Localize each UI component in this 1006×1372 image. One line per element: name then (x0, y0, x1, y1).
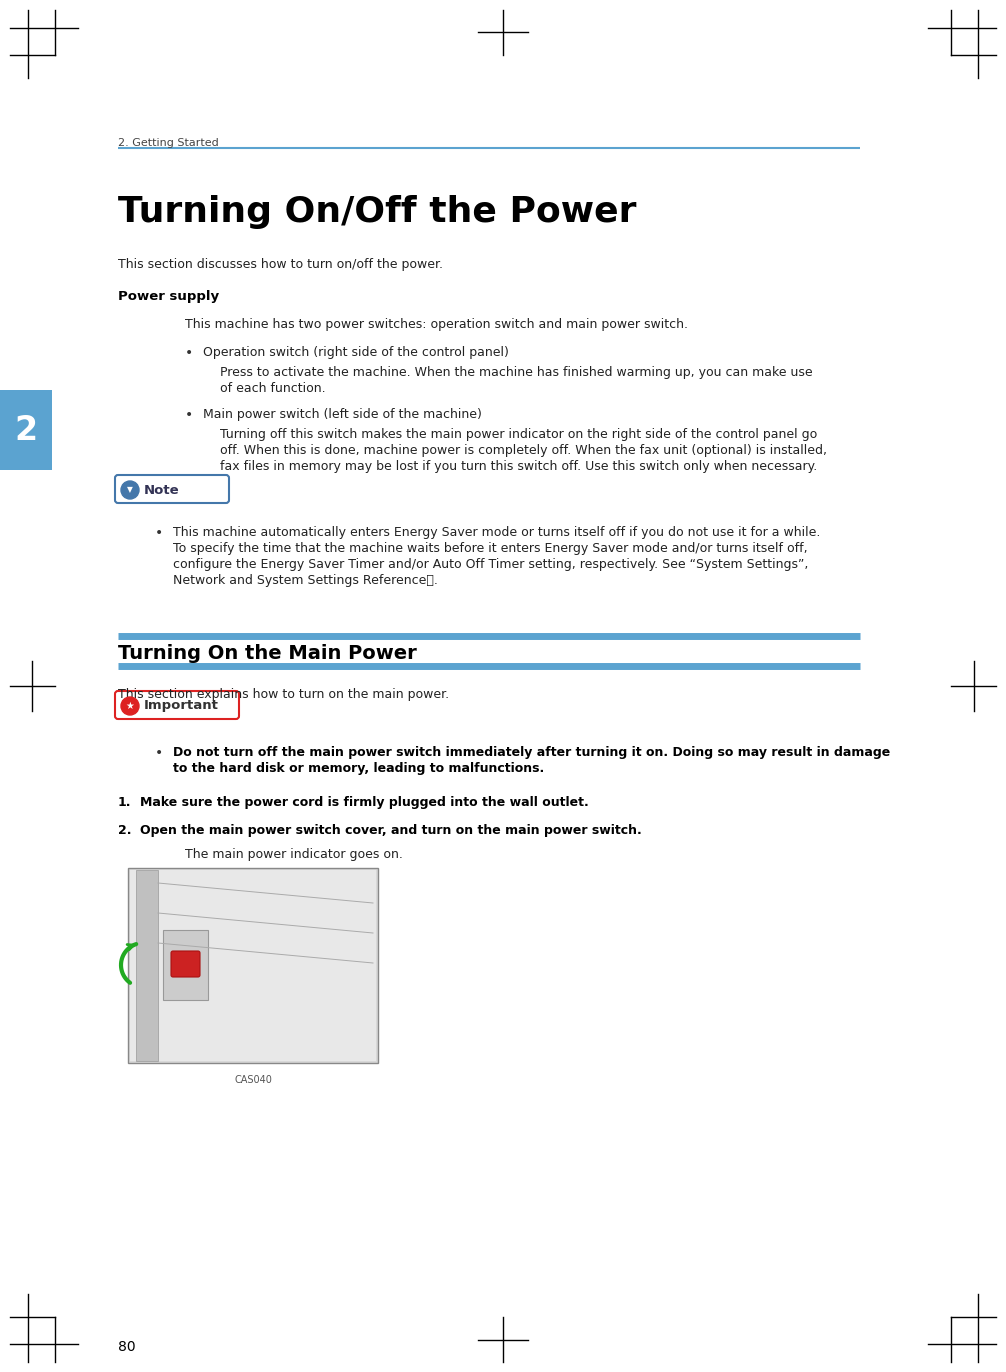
FancyBboxPatch shape (130, 870, 376, 1061)
Text: Open the main power switch cover, and turn on the main power switch.: Open the main power switch cover, and tu… (140, 825, 642, 837)
Text: 2. Getting Started: 2. Getting Started (118, 139, 218, 148)
Text: To specify the time that the machine waits before it enters Energy Saver mode an: To specify the time that the machine wai… (173, 542, 808, 556)
Text: Turning off this switch makes the main power indicator on the right side of the : Turning off this switch makes the main p… (220, 428, 817, 440)
FancyBboxPatch shape (115, 475, 229, 504)
Text: Main power switch (left side of the machine): Main power switch (left side of the mach… (203, 407, 482, 421)
Text: This section discusses how to turn on/off the power.: This section discusses how to turn on/of… (118, 258, 443, 272)
Text: ★: ★ (126, 701, 135, 711)
Text: This machine has two power switches: operation switch and main power switch.: This machine has two power switches: ope… (185, 318, 688, 331)
Text: Do not turn off the main power switch immediately after turning it on. Doing so : Do not turn off the main power switch im… (173, 746, 890, 759)
Text: Turning On the Main Power: Turning On the Main Power (118, 643, 416, 663)
Text: 2.: 2. (118, 825, 132, 837)
FancyBboxPatch shape (171, 951, 200, 977)
Text: •: • (185, 407, 193, 423)
Text: fax files in memory may be lost if you turn this switch off. Use this switch onl: fax files in memory may be lost if you t… (220, 460, 817, 473)
FancyBboxPatch shape (0, 390, 52, 471)
Circle shape (121, 482, 139, 499)
Text: •: • (185, 346, 193, 359)
Text: Important: Important (144, 700, 219, 712)
Text: •: • (155, 746, 163, 760)
Text: CAS040: CAS040 (234, 1076, 272, 1085)
Text: of each function.: of each function. (220, 381, 326, 395)
Text: •: • (155, 525, 163, 541)
Text: 1.: 1. (118, 796, 132, 809)
Text: The main power indicator goes on.: The main power indicator goes on. (185, 848, 402, 862)
Text: Network and System Settings Referenceⓘ.: Network and System Settings Referenceⓘ. (173, 573, 438, 587)
Text: Operation switch (right side of the control panel): Operation switch (right side of the cont… (203, 346, 509, 359)
Text: Press to activate the machine. When the machine has finished warming up, you can: Press to activate the machine. When the … (220, 366, 813, 379)
Text: off. When this is done, machine power is completely off. When the fax unit (opti: off. When this is done, machine power is… (220, 445, 827, 457)
Text: configure the Energy Saver Timer and/or Auto Off Timer setting, respectively. Se: configure the Energy Saver Timer and/or … (173, 558, 809, 571)
Text: 2: 2 (14, 413, 37, 446)
Text: This section explains how to turn on the main power.: This section explains how to turn on the… (118, 687, 449, 701)
FancyBboxPatch shape (115, 691, 239, 719)
FancyBboxPatch shape (128, 868, 378, 1063)
Text: 80: 80 (118, 1340, 136, 1354)
Circle shape (121, 697, 139, 715)
Text: Turning On/Off the Power: Turning On/Off the Power (118, 195, 637, 229)
Text: to the hard disk or memory, leading to malfunctions.: to the hard disk or memory, leading to m… (173, 761, 544, 775)
Text: This machine automatically enters Energy Saver mode or turns itself off if you d: This machine automatically enters Energy… (173, 525, 820, 539)
Text: Note: Note (144, 483, 180, 497)
Text: Power supply: Power supply (118, 289, 219, 303)
FancyBboxPatch shape (136, 870, 158, 1061)
Text: Make sure the power cord is firmly plugged into the wall outlet.: Make sure the power cord is firmly plugg… (140, 796, 589, 809)
Text: ▼: ▼ (127, 486, 133, 494)
FancyBboxPatch shape (163, 930, 208, 1000)
